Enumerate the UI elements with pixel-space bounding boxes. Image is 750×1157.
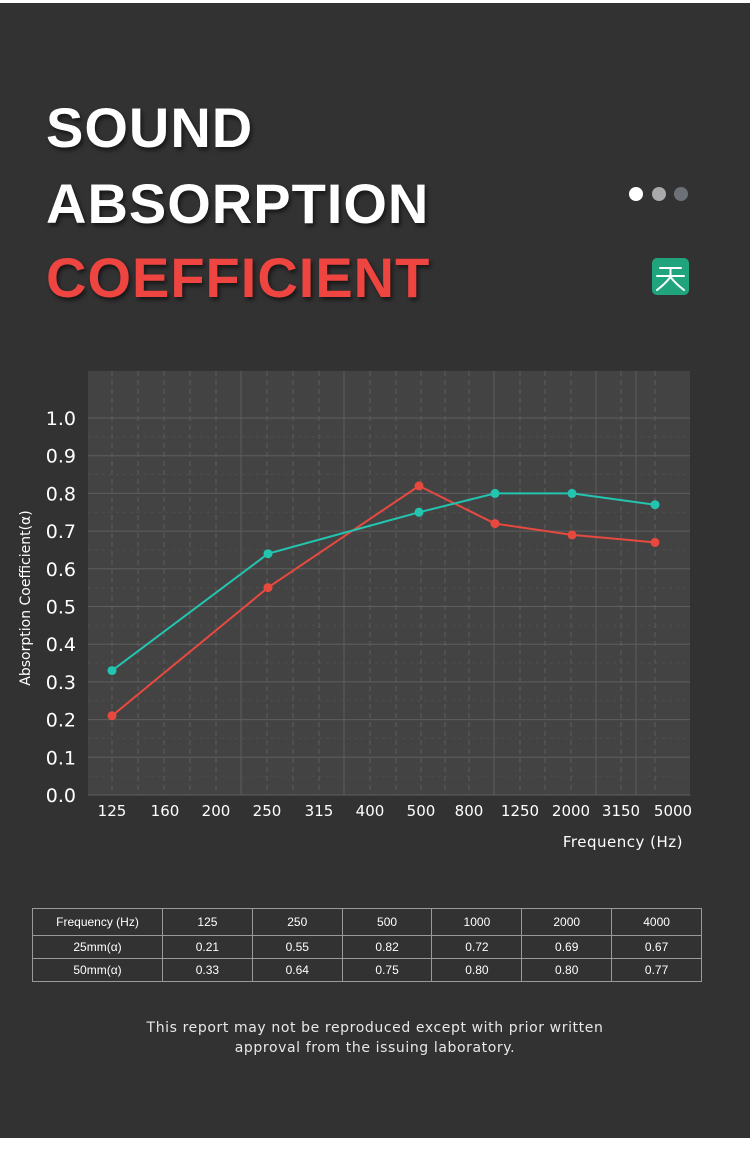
series-point-50mm [263,549,273,559]
title-line-sound: SOUND [46,96,254,159]
title-line-coefficient: COEFFICIENT [46,246,431,309]
chart-plot-area [88,371,690,795]
y-tick-label: 0.5 [46,597,76,619]
x-tick-label: 2000 [552,802,590,820]
y-tick-label: 0.1 [46,747,76,769]
x-tick-label: 400 [356,802,385,820]
series-point-25mm [263,583,273,593]
title-line-absorption: ABSORPTION [46,172,430,235]
pagination-dot [674,187,688,201]
table-cell: 0.80 [431,958,523,982]
x-tick-label: 800 [455,802,484,820]
table-cell: 0.77 [611,958,702,982]
table-cell: 0.64 [251,958,343,982]
y-tick-label: 0.2 [46,710,76,732]
table-cell: 0.21 [162,935,253,959]
series-line-25mm [111,484,656,717]
table-row: 50mm(α) 0.33 0.64 0.75 0.80 0.80 0.77 [32,958,702,982]
x-tick-label: 5000 [654,802,692,820]
table-header-cell: Frequency (Hz) [32,908,163,936]
table-header-cell: 500 [341,908,433,936]
y-tick-label: 1.0 [46,408,76,430]
table-row: 25mm(α) 0.21 0.55 0.82 0.72 0.69 0.67 [32,935,702,959]
pagination-dot [629,187,643,201]
series-point-25mm [567,530,577,540]
table-cell: 0.33 [162,958,253,982]
table-cell: 0.75 [341,958,433,982]
absorption-data-table: Frequency (Hz) 125 250 500 1000 2000 400… [32,908,702,982]
table-cell: 0.69 [521,935,613,959]
y-tick-label: 0.9 [46,446,76,468]
y-tick-label: 0.8 [46,483,76,505]
disclaimer-line: approval from the issuing laboratory. [234,1040,516,1056]
pagination-dots [629,187,691,203]
disclaimer-footer: This report may not be reproduced except… [0,1018,750,1058]
table-cell: 25mm(α) [32,935,163,959]
x-tick-label: 250 [253,802,282,820]
y-tick-label: 0.6 [46,559,76,581]
table-header-cell: 250 [251,908,343,936]
y-tick-label: 0.7 [46,521,76,543]
x-axis-label: Frequency (Hz) [563,833,683,851]
x-tick-label: 125 [98,802,127,820]
table-cell: 50mm(α) [32,958,163,982]
table-cell: 0.80 [521,958,613,982]
x-tick-label: 160 [151,802,180,820]
pagination-dot [652,187,666,201]
absorption-chart: 0.0 0.1 0.2 0.3 0.4 0.5 0.6 0.7 0.8 0.9 1.0 125 160… [18,371,692,851]
series-point-25mm [650,537,660,547]
y-axis-label: Absorption Coefficient(α) [18,510,34,685]
table-cell: 0.67 [611,935,702,959]
series-point-25mm [107,711,117,721]
series-line-50mm [111,492,656,672]
table-header-cell: 125 [162,908,253,936]
series-point-25mm [414,481,424,491]
x-tick-label: 1250 [501,802,539,820]
disclaimer-line: This report may not be reproduced except… [146,1020,604,1036]
table-cell: 0.72 [431,935,523,959]
series-point-25mm [490,519,500,529]
y-tick-label: 0.3 [46,672,76,694]
y-tick-label: 0.0 [46,785,76,807]
x-tick-label: 200 [202,802,231,820]
table-header-cell: 1000 [431,908,523,936]
table-cell: 0.55 [251,935,343,959]
table-header-cell: 2000 [521,908,613,936]
series-point-50mm [490,488,500,498]
series-point-50mm [414,507,424,517]
tian-character-logo-icon [652,258,689,295]
series-point-50mm [567,488,577,498]
series-point-50mm [650,500,660,510]
series-point-50mm [107,666,117,676]
table-header-row: Frequency (Hz) 125 250 500 1000 2000 400… [32,908,702,936]
x-tick-label: 3150 [602,802,640,820]
x-tick-label: 315 [305,802,334,820]
y-tick-label: 0.4 [46,634,76,656]
table-cell: 0.82 [341,935,433,959]
table-header-cell: 4000 [611,908,702,936]
x-tick-label: 500 [407,802,436,820]
